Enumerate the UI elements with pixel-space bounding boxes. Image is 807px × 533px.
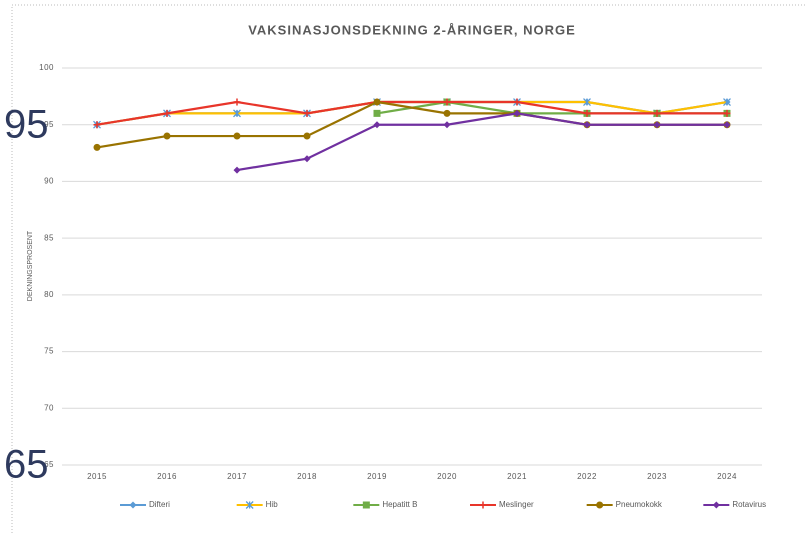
marker [233, 98, 241, 106]
marker [583, 98, 591, 106]
x-tick-label: 2022 [577, 472, 597, 481]
legend-label: Hepatitt B [382, 500, 417, 509]
x-tick-label: 2015 [87, 472, 107, 481]
y-tick-label: 65 [44, 460, 54, 469]
marker [233, 109, 241, 118]
marker [443, 109, 451, 117]
marker [653, 121, 661, 129]
marker [245, 501, 254, 509]
y-tick-label: 70 [44, 403, 54, 412]
y-tick-label: 90 [44, 177, 54, 186]
x-tick-label: 2020 [437, 472, 457, 481]
marker [596, 501, 604, 509]
marker [723, 98, 731, 106]
marker [233, 166, 241, 174]
marker [443, 98, 451, 106]
x-tick-label: 2024 [717, 472, 737, 481]
marker [373, 98, 381, 106]
marker [163, 109, 171, 117]
x-tick-label: 2016 [157, 472, 177, 481]
x-tick-label: 2023 [647, 472, 667, 481]
marker [513, 109, 521, 117]
x-tick-label: 2017 [227, 472, 247, 481]
marker [653, 109, 661, 117]
annotation: 95 [4, 102, 49, 146]
marker [373, 121, 381, 129]
marker [233, 132, 241, 140]
marker [583, 121, 591, 129]
series-line [236, 112, 727, 172]
marker [443, 121, 451, 129]
y-tick-label: 100 [39, 63, 54, 72]
marker [479, 501, 487, 509]
series-line [96, 100, 727, 126]
legend-label: Meslinger [499, 500, 534, 509]
marker [362, 501, 370, 509]
x-tick-label: 2018 [297, 472, 317, 481]
chart-title: VAKSINASJONSDEKNING 2-ÅRINGER, NORGE [248, 22, 576, 37]
legend-label: Rotavirus [732, 500, 766, 509]
legend-label: Pneumokokk [616, 500, 663, 509]
legend-label: Hib [266, 500, 279, 509]
marker [93, 143, 101, 151]
marker [723, 109, 731, 117]
marker [129, 501, 137, 509]
marker [373, 109, 381, 117]
y-tick-label: 95 [44, 120, 54, 129]
annotation: 65 [4, 443, 49, 487]
marker [303, 132, 311, 140]
legend-label: Difteri [149, 500, 170, 509]
marker [303, 109, 311, 117]
marker [723, 121, 731, 129]
frame [11, 4, 807, 533]
marker [303, 155, 311, 163]
marker [93, 121, 101, 129]
y-tick-label: 80 [44, 290, 54, 299]
y-tick-label: 85 [44, 233, 54, 242]
marker [583, 109, 591, 117]
y-tick-label: 75 [44, 347, 54, 356]
marker [513, 98, 521, 106]
y-axis-label: DEKNINGSPROSENT [27, 230, 34, 301]
marker [163, 132, 171, 140]
x-tick-label: 2019 [367, 472, 387, 481]
x-tick-label: 2021 [507, 472, 527, 481]
marker [712, 501, 720, 509]
